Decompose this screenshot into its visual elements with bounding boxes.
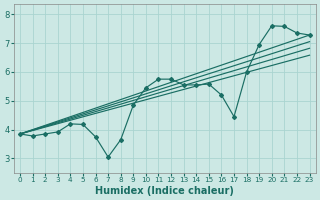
X-axis label: Humidex (Indice chaleur): Humidex (Indice chaleur) (95, 186, 234, 196)
